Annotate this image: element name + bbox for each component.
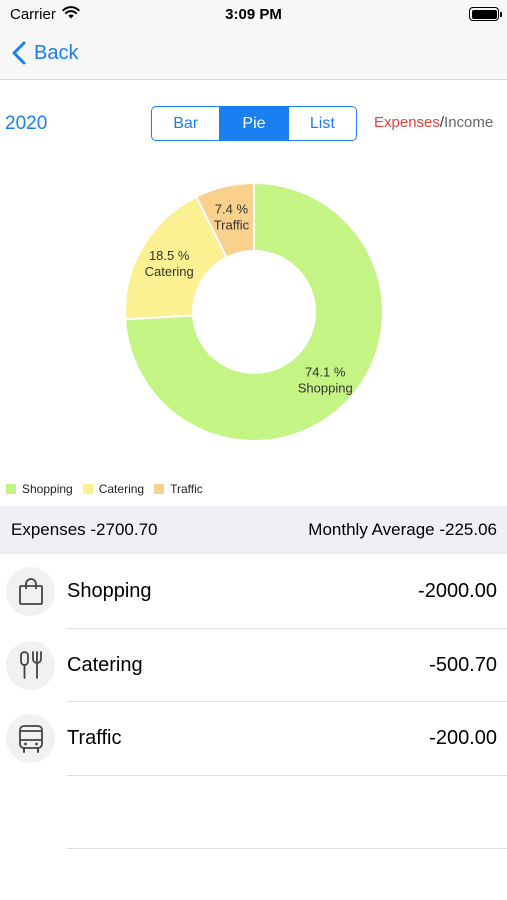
category-name: Shopping [67, 580, 152, 603]
category-icon-circle [6, 714, 55, 763]
chart-legend: Shopping Catering Traffic [6, 482, 213, 496]
category-name: Traffic [67, 727, 122, 750]
navigation-bar: Back [0, 28, 507, 80]
category-icon-circle [6, 640, 55, 690]
slice-name-label: Catering [145, 264, 194, 279]
status-time: 3:09 PM [225, 6, 282, 23]
tab-bar[interactable]: Bar [152, 107, 221, 140]
toggle-separator: / [439, 114, 445, 131]
legend-label: Catering [98, 482, 145, 496]
slice-name-label: Shopping [298, 380, 353, 395]
wifi-icon [62, 6, 80, 19]
slice-percent-label: 18.5 % [149, 248, 190, 263]
category-icon-circle [6, 567, 55, 616]
legend-item-catering: Catering [82, 482, 145, 496]
row-divider [67, 774, 507, 776]
category-amount: -200.00 [429, 727, 497, 750]
legend-label: Shopping [22, 482, 73, 496]
legend-label: Traffic [170, 482, 203, 496]
tab-list[interactable]: List [309, 114, 335, 132]
list-item-shopping[interactable]: Shopping -2000.00 [0, 555, 507, 629]
slice-percent-label: 7.4 % [215, 202, 249, 217]
slice-name-label: Traffic [214, 218, 250, 233]
shopping-bag-icon [18, 577, 43, 605]
slice-percent-label: 74.1 % [305, 364, 346, 379]
expense-income-toggle: Expenses/Income [374, 114, 505, 131]
view-segmented-control: Bar Pie List [151, 106, 357, 141]
row-divider [67, 701, 507, 702]
legend-swatch [82, 484, 93, 494]
empty-row [0, 776, 507, 849]
row-divider [67, 627, 507, 629]
category-list: Shopping -2000.00 Catering -500.70 [0, 555, 507, 849]
legend-item-traffic: Traffic [154, 482, 203, 496]
tab-pie[interactable]: Pie [220, 107, 289, 140]
donut-hole [192, 250, 316, 374]
chevron-left-icon [12, 41, 26, 65]
carrier-label: Carrier [10, 6, 56, 23]
back-button[interactable]: Back [12, 38, 78, 68]
battery-icon [469, 7, 502, 21]
category-name: Catering [67, 653, 143, 676]
legend-item-shopping: Shopping [6, 482, 73, 496]
income-toggle[interactable]: Income [444, 114, 494, 131]
category-amount: -2000.00 [418, 580, 497, 603]
back-label: Back [34, 41, 79, 64]
list-item-catering[interactable]: Catering -500.70 [0, 629, 507, 702]
legend-swatch [154, 484, 165, 494]
row-divider [67, 848, 507, 849]
total-expenses: Expenses -2700.70 [11, 520, 158, 539]
status-bar: Carrier 3:09 PM [0, 0, 507, 28]
legend-swatch [6, 484, 16, 494]
bus-icon [18, 724, 43, 753]
year-selector[interactable]: 2020 [5, 113, 48, 134]
monthly-average: Monthly Average -225.06 [308, 520, 497, 539]
fork-knife-icon [19, 651, 42, 679]
expenses-toggle[interactable]: Expenses [374, 114, 440, 131]
category-amount: -500.70 [429, 653, 497, 676]
summary-bar: Expenses -2700.70 Monthly Average -225.0… [0, 506, 507, 554]
list-item-traffic[interactable]: Traffic -200.00 [0, 702, 507, 776]
expense-pie-chart: 74.1 %Shopping 18.5 %Catering 7.4 %Traffic [124, 181, 384, 442]
